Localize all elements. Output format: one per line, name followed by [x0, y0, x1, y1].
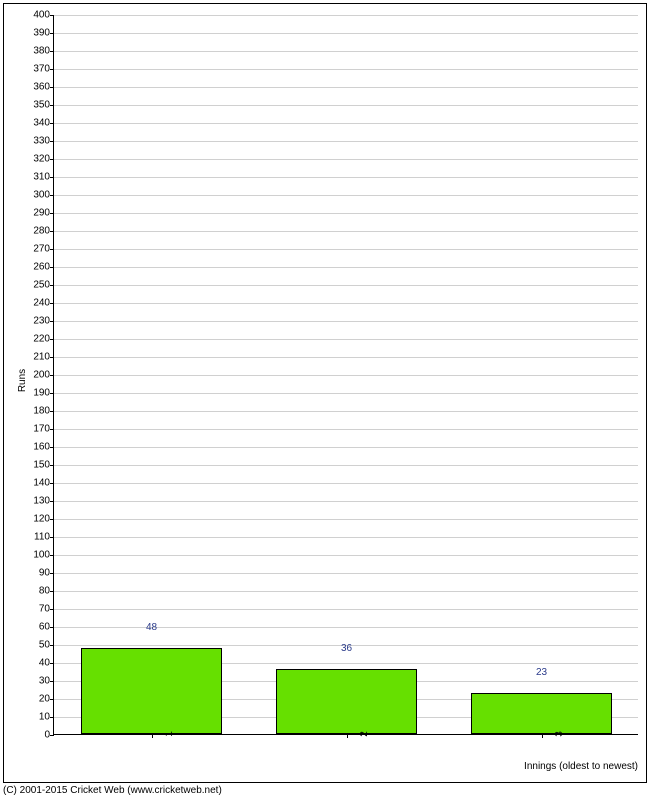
bar-value-label: 48 [146, 622, 157, 635]
ytick-label: 360 [33, 82, 54, 93]
ytick-label: 0 [44, 730, 54, 741]
ytick-label: 160 [33, 442, 54, 453]
ytick-label: 20 [39, 694, 54, 705]
gridline [54, 249, 638, 250]
gridline [54, 573, 638, 574]
gridline [54, 213, 638, 214]
ytick-label: 220 [33, 334, 54, 345]
gridline [54, 375, 638, 376]
ytick-label: 210 [33, 352, 54, 363]
gridline [54, 321, 638, 322]
gridline [54, 303, 638, 304]
gridline [54, 393, 638, 394]
gridline [54, 447, 638, 448]
ytick-label: 90 [39, 568, 54, 579]
ytick-label: 30 [39, 676, 54, 687]
bar [471, 693, 611, 734]
gridline [54, 105, 638, 106]
ytick-label: 180 [33, 406, 54, 417]
gridline [54, 429, 638, 430]
gridline [54, 141, 638, 142]
gridline [54, 177, 638, 178]
gridline [54, 411, 638, 412]
ytick-label: 60 [39, 622, 54, 633]
gridline [54, 609, 638, 610]
gridline [54, 285, 638, 286]
ytick-label: 370 [33, 64, 54, 75]
ytick-label: 100 [33, 550, 54, 561]
ytick-label: 340 [33, 118, 54, 129]
gridline [54, 231, 638, 232]
gridline [54, 339, 638, 340]
ytick-label: 300 [33, 190, 54, 201]
ytick-label: 330 [33, 136, 54, 147]
plot-area: 0102030405060708090100110120130140150160… [53, 15, 638, 735]
gridline [54, 519, 638, 520]
gridline [54, 627, 638, 628]
ytick-label: 320 [33, 154, 54, 165]
ytick-label: 140 [33, 478, 54, 489]
gridline [54, 159, 638, 160]
ytick-label: 250 [33, 280, 54, 291]
ytick-label: 200 [33, 370, 54, 381]
gridline [54, 195, 638, 196]
ytick-label: 120 [33, 514, 54, 525]
gridline [54, 537, 638, 538]
gridline [54, 555, 638, 556]
ytick-label: 150 [33, 460, 54, 471]
xtick-label: 3 [542, 731, 565, 737]
xtick-label: 2 [347, 731, 370, 737]
ytick-label: 260 [33, 262, 54, 273]
gridline [54, 357, 638, 358]
ytick-label: 170 [33, 424, 54, 435]
x-axis-title: Innings (oldest to newest) [524, 761, 638, 772]
gridline [54, 465, 638, 466]
ytick-label: 380 [33, 46, 54, 57]
ytick-label: 270 [33, 244, 54, 255]
bar [276, 669, 416, 734]
gridline [54, 51, 638, 52]
gridline [54, 591, 638, 592]
xtick-label: 1 [152, 731, 175, 737]
chart-container: 0 10 20 30 40 50 60 70 80 90 100 110 120 130 140 150 160… [0, 0, 650, 800]
ytick-label: 130 [33, 496, 54, 507]
ytick-label: 240 [33, 298, 54, 309]
y-axis-title: Runs [17, 369, 28, 392]
ytick-label: 350 [33, 100, 54, 111]
ytick-label: 110 [34, 532, 54, 543]
gridline [54, 483, 638, 484]
bar [81, 648, 221, 734]
gridline [54, 501, 638, 502]
bar-value-label: 36 [341, 643, 352, 656]
bar-value-label: 23 [536, 667, 547, 680]
ytick-label: 290 [33, 208, 54, 219]
ytick-label: 50 [39, 640, 54, 651]
gridline [54, 267, 638, 268]
ytick-label: 280 [33, 226, 54, 237]
gridline [54, 123, 638, 124]
gridline [54, 87, 638, 88]
gridline [54, 15, 638, 16]
ytick-label: 10 [39, 712, 54, 723]
ytick-label: 390 [33, 28, 54, 39]
ytick-label: 310 [33, 172, 54, 183]
ytick-label: 70 [39, 604, 54, 615]
copyright-text: (C) 2001-2015 Cricket Web (www.cricketwe… [3, 785, 222, 796]
ytick-label: 190 [33, 388, 54, 399]
ytick-label: 230 [33, 316, 54, 327]
ytick-label: 80 [39, 586, 54, 597]
ytick-label: 40 [39, 658, 54, 669]
ytick-label: 400 [33, 10, 54, 21]
gridline [54, 33, 638, 34]
gridline [54, 69, 638, 70]
